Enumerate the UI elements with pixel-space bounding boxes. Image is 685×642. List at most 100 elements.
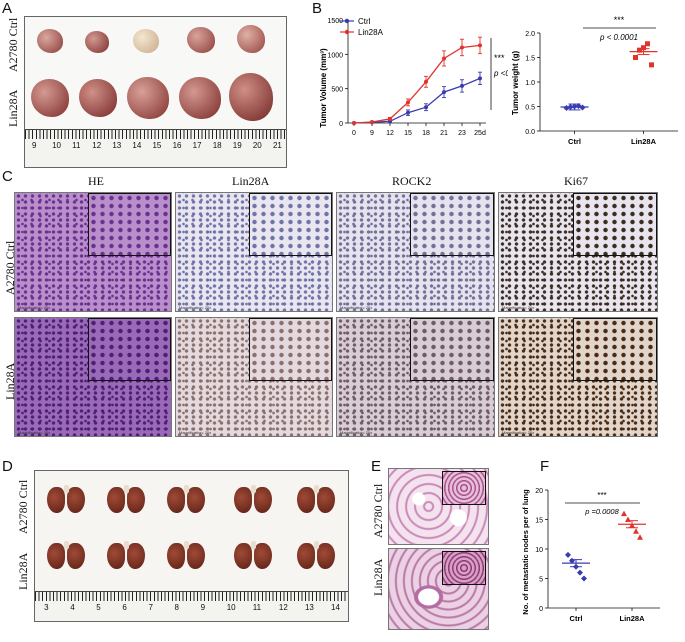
weight-p-value: p < 0.0001 [599,33,638,42]
line-point [352,121,356,125]
dot-y-tick-label: 20 [535,488,543,495]
ihc-magnification-label: Magnification: 20x [18,430,51,435]
dot-point [579,104,586,111]
panel-letter-d: D [2,458,13,475]
ihc-magnification-label: Magnification: 20x [502,305,535,310]
panel-a-ruler: 9 10 11 12 13 14 15 16 17 18 19 20 21 [25,129,286,167]
dot-point [645,41,650,47]
lung-ctrl-3 [167,485,207,515]
ihc-magnification-label: Magnification: 20x [18,305,51,310]
panel-e-lin28a-histology [388,548,489,630]
meta-sig-stars: *** [597,491,606,500]
tumor-lin-2 [79,79,117,117]
line-series-ctrl [353,77,481,124]
ruler-number: 14 [331,603,340,612]
ruler-number: 10 [226,603,236,612]
line-y-tick-label: 1000 [327,52,343,59]
lung-lin28a-3 [167,541,207,571]
line-point [442,90,446,95]
line-point [460,45,464,50]
line-x-tick-label: 25d [474,130,486,137]
ihc-ki67-ctrl: Magnification: 20x [498,192,658,312]
ihc-magnification-label: Magnification: 20x [179,430,212,435]
ihc-ki67-lin28a: Magnification: 20x [498,317,658,437]
line-point [424,79,428,84]
ihc-inset [88,318,171,381]
panel-d-ruler: 3 4 5 6 7 8 9 10 11 12 13 14 [35,591,348,621]
ruler-number: 14 [132,141,142,150]
tumor-ctrl-3 [133,29,159,53]
dot-x-tick-label: Lin28A [631,137,657,146]
panel-d-row-label-lin28a: Lin28A [16,552,30,590]
legend-ctrl-label: Ctrl [358,17,371,26]
line-p-value: p <0.0001 [493,69,508,78]
dot-y-tick-label: 5 [539,577,543,584]
dot-point [625,516,631,522]
ruler-number: 19 [232,141,242,150]
ruler-number: 9 [32,141,37,150]
panel-e-ctrl-inset [442,471,486,505]
line-series-lin28a [353,44,481,124]
ruler-number: 10 [52,141,61,150]
dot-point [569,557,575,564]
ruler-number: 20 [252,141,262,150]
ihc-col-ki67: Ki67 [564,174,588,188]
ihc-he-ctrl: Magnification: 20x [14,192,172,312]
line-x-tick-label: 12 [386,130,394,137]
dot-point [641,45,646,51]
legend-lin28a-label: Lin28A [358,28,384,37]
dot-point [567,103,574,110]
dot-x-tick-label: Ctrl [568,137,581,146]
ruler-number: 5 [96,603,101,612]
line-x-tick-label: 21 [440,130,448,137]
ruler-number: 18 [212,141,222,150]
ihc-magnification-label: Magnification: 20x [340,305,373,310]
panel-a-row-label-lin28a: Lin28A [6,89,20,127]
line-x-tick-label: 15 [404,130,412,137]
dot-point [565,551,571,558]
ruler-number: 12 [278,603,288,612]
ruler-number: 13 [304,603,314,612]
line-point [406,110,410,115]
ruler-number: 7 [148,603,153,612]
ruler-number: 13 [112,141,122,150]
lung-ctrl-2 [107,485,147,515]
panel-e-row-label-lin28a: Lin28A [371,558,385,596]
ruler-number: 9 [200,603,206,612]
ihc-inset [573,193,657,256]
panel-letter-e: E [371,458,382,475]
ihc-magnification-label: Magnification: 20x [502,430,535,435]
ruler-number: 21 [272,141,282,150]
tumor-ctrl-4 [187,27,215,53]
dot-y-tick-label: 1.5 [525,56,535,63]
line-point [406,100,410,105]
line-x-tick-label: 9 [370,130,374,137]
line-y-axis-label: Tumor Volume (mm³) [319,48,328,128]
ihc-he-lin28a: Magnification: 20x [14,317,172,437]
line-point [388,116,392,121]
panel-e-row-label-ctrl: A2780 Ctrl [371,483,385,538]
line-x-tick-label: 0 [352,130,356,137]
lung-lin28a-1 [47,541,87,571]
dot-y-tick-label: 0 [539,606,543,613]
panel-d-lung-photo: 3 4 5 6 7 8 9 10 11 12 13 14 [34,470,349,622]
ruler-number: 11 [252,603,262,612]
line-point [442,56,446,61]
weight-y-axis-label: Tumor weight (g) [511,51,520,116]
tumor-ctrl-5 [237,25,265,53]
ruler-number: 16 [172,141,182,150]
ruler-number: 6 [122,603,127,612]
dot-point [563,104,570,111]
dot-point [573,563,579,570]
dot-x-tick-label: Ctrl [570,614,583,623]
lung-lin28a-2 [107,541,147,571]
ruler-number: 12 [92,141,102,150]
ihc-lin28a-ctrl: Magnification: 20x [175,192,333,312]
legend-ctrl-marker [344,18,350,24]
line-sig-stars: *** [494,53,505,63]
line-point [370,119,374,124]
line-x-tick-label: 23 [458,130,466,137]
ihc-rock2-lin28a: Magnification: 20x [336,317,495,437]
dot-point [621,510,627,517]
line-point [478,43,482,48]
